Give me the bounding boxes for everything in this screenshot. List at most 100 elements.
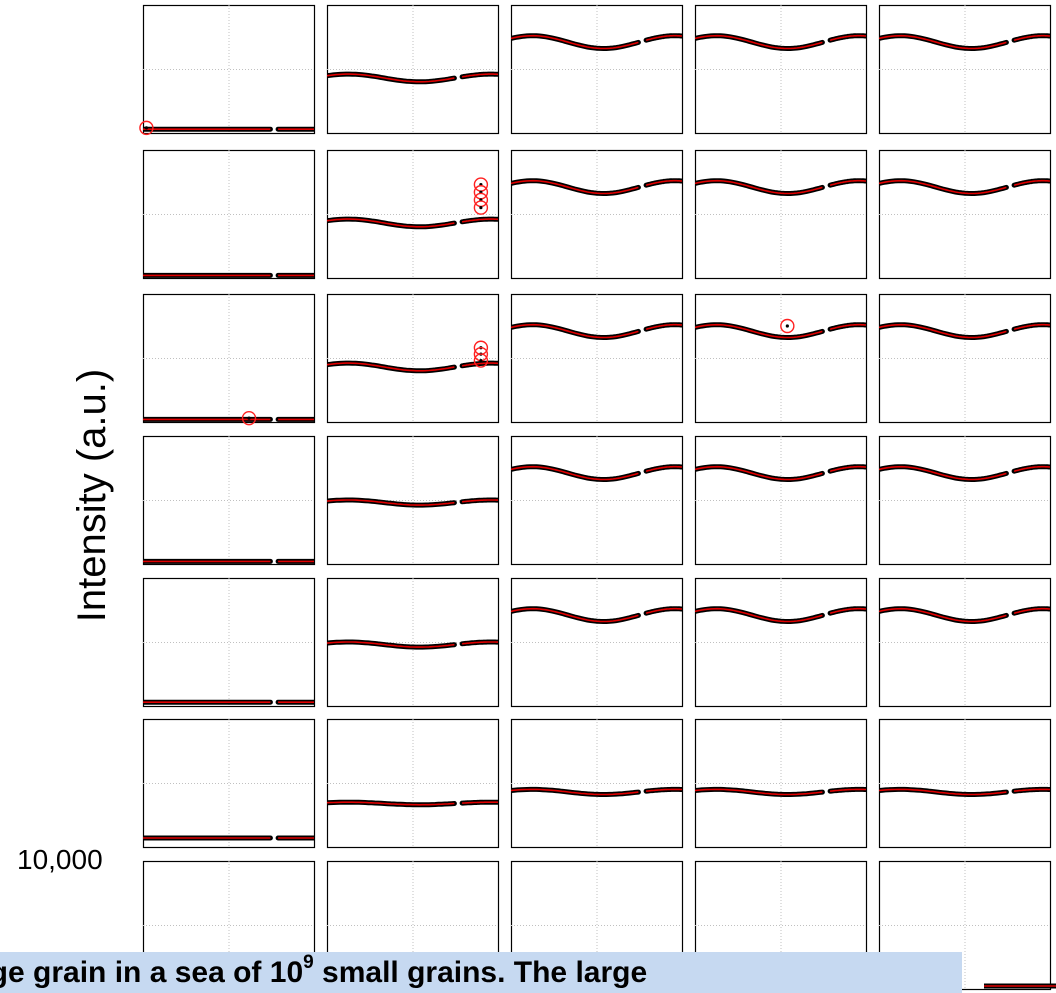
panel-r2-c2 <box>510 293 684 424</box>
series-points <box>327 360 498 374</box>
fit-line-segment-1 <box>462 362 498 367</box>
panel-r1-c1 <box>326 149 500 280</box>
outlier-dot <box>479 358 483 363</box>
fit-line-segment-0 <box>879 323 1007 339</box>
outlier-dot <box>144 126 149 130</box>
caption-superscript: 9 <box>303 952 314 973</box>
series-points <box>511 322 682 340</box>
fit-line-segment-0 <box>879 607 1007 623</box>
panel-frame <box>878 4 1052 135</box>
series-points <box>879 464 1050 482</box>
panel-r2-c0 <box>142 293 316 426</box>
series-points <box>511 33 682 51</box>
panel-r4-c4 <box>878 577 1052 708</box>
fit-line-segment-1 <box>645 323 682 330</box>
fit-line-segment-0 <box>879 34 1007 50</box>
series-points <box>695 322 866 340</box>
panel-r5-c3 <box>694 718 868 849</box>
panel-frame <box>142 4 316 135</box>
fit-line-segment-0 <box>695 465 823 481</box>
panel-r4-c2 <box>510 577 684 708</box>
panel-frame <box>694 4 868 135</box>
panel-frame <box>142 293 316 424</box>
panel-r0-c1 <box>326 4 500 135</box>
panel-frame <box>878 718 1052 849</box>
panel-frame <box>142 149 316 280</box>
fit-line-segment-1 <box>645 607 682 614</box>
panel-r0-c3 <box>694 4 868 135</box>
outlier-point <box>241 410 257 426</box>
panel-frame <box>510 4 684 135</box>
series-points <box>327 216 498 230</box>
panel-frame <box>326 293 500 424</box>
fit-line-segment-1 <box>830 788 866 792</box>
fit-line-segment-1 <box>645 34 682 41</box>
panel-frame <box>878 149 1052 280</box>
series-points <box>879 33 1050 51</box>
series-points <box>511 606 682 624</box>
series-points <box>327 639 498 650</box>
panel-r1-c4 <box>878 149 1052 280</box>
outlier-dot <box>785 324 789 328</box>
outlier-point <box>780 318 795 334</box>
series-points <box>695 33 866 51</box>
series-points <box>511 178 682 196</box>
fit-line-segment-0 <box>327 641 455 648</box>
y-tick-label: 10,000 <box>17 844 103 875</box>
fit-line-segment-0 <box>879 788 1007 796</box>
fit-line-segment-1 <box>1013 323 1050 330</box>
caption-box: rge grain in a sea of 109 small grains. … <box>0 952 962 993</box>
fit-line-segment-1 <box>645 465 682 472</box>
fit-line-segment-1 <box>462 801 498 804</box>
panel-frame <box>694 293 868 424</box>
panel-r1-c0 <box>142 149 316 280</box>
panel-r1-c2 <box>510 149 684 280</box>
series-points <box>695 178 866 196</box>
panel-frame <box>142 577 316 708</box>
fit-line-segment-0 <box>695 34 823 50</box>
panel-frame <box>694 718 868 849</box>
panel-r0-c0 <box>139 4 316 136</box>
outlier-dot <box>247 416 251 420</box>
fit-line-segment-0 <box>695 179 823 195</box>
fit-line-segment-0 <box>511 34 639 50</box>
outlier-dot <box>479 206 483 210</box>
fit-line-segment-1 <box>1013 465 1050 472</box>
fit-line-segment-1 <box>829 323 866 330</box>
fit-line-segment-0 <box>879 179 1007 195</box>
series-points <box>511 786 682 797</box>
fit-line-segment-0 <box>695 323 823 339</box>
fit-line-segment-0 <box>327 499 455 506</box>
panel-r2-c3 <box>694 293 868 424</box>
fit-line-segment-1 <box>1013 607 1050 614</box>
series-points <box>327 497 498 508</box>
caption-text: rge grain in a sea of 109 small grains. … <box>0 952 647 990</box>
panel-frame <box>326 718 500 849</box>
series-points <box>327 799 498 808</box>
outlier-point <box>473 200 489 215</box>
fit-line-segment-1 <box>462 218 498 223</box>
panel-r0-c4 <box>878 4 1052 135</box>
series-points <box>879 606 1050 624</box>
y-axis-label: Intensity (a.u.) <box>69 368 114 622</box>
panel-frame <box>510 577 684 708</box>
fit-line-segment-1 <box>1013 34 1050 41</box>
panel-frame <box>142 718 316 849</box>
outlier-point <box>473 353 489 368</box>
fit-line-segment-1 <box>646 788 682 792</box>
fit-line-segment-1 <box>1014 788 1050 792</box>
panel-r4-c0 <box>142 577 316 708</box>
panel-frame <box>694 435 868 566</box>
fit-line-segment-0 <box>695 788 823 796</box>
series-points <box>879 786 1050 797</box>
series-points <box>695 606 866 624</box>
fit-line-segment-0 <box>511 323 639 339</box>
panel-frame <box>510 718 684 849</box>
fit-line-segment-1 <box>1013 179 1050 186</box>
fit-line-segment-1 <box>462 73 498 78</box>
series-points <box>511 464 682 482</box>
fit-line-segment-0 <box>327 362 455 372</box>
panel-frame <box>878 293 1052 424</box>
panel-r4-c3 <box>694 577 868 708</box>
